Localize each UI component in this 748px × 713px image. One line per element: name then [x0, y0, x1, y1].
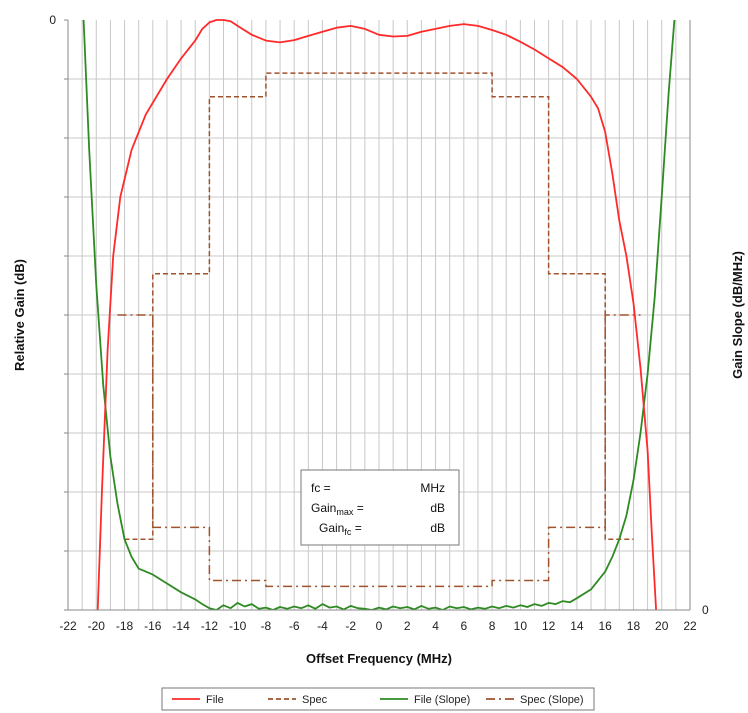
legend-frame [161, 687, 595, 711]
x-tick-label: -22 [59, 619, 77, 633]
info-box: fc = MHz Gainmax = dB Gainfc = dB [300, 469, 460, 546]
x-tick-label: -20 [88, 619, 106, 633]
x-tick-label: -10 [229, 619, 247, 633]
x-tick-label: 0 [376, 619, 383, 633]
series-spec [124, 72, 634, 540]
x-tick-label: 20 [655, 619, 669, 633]
info-label: Gainfc = [319, 521, 362, 537]
y-axis-left-title: Relative Gain (dB) [12, 259, 27, 371]
legend-entry: Spec (Slope) [520, 694, 584, 706]
y-axis-right-title: Gain Slope (dB/MHz) [730, 251, 745, 379]
x-tick-label: 8 [489, 619, 496, 633]
y-left-tick-label: 0 [49, 13, 56, 27]
series-spec-slope [117, 314, 641, 588]
x-tick-label: -14 [172, 619, 190, 633]
x-tick-label: 14 [570, 619, 584, 633]
x-tick-label: 16 [599, 619, 613, 633]
info-label: fc = [311, 481, 331, 495]
series-file-slope [82, 19, 676, 610]
line-spec-slope [117, 314, 641, 588]
legend-entry: Spec [302, 694, 328, 706]
x-tick-label: 4 [432, 619, 439, 633]
x-tick-label: -6 [289, 619, 300, 633]
info-unit: dB [430, 521, 445, 535]
x-tick-label: 6 [460, 619, 467, 633]
line-spec [124, 72, 634, 540]
legend-entry: File (Slope) [414, 694, 470, 706]
series-layer [82, 19, 676, 610]
axes [64, 19, 691, 611]
tick-labels: -22 -20 -18 -16 -14 -12 -10 -8 -6 -4 -2 0 2 4 6 8 10 12 14… [49, 13, 709, 633]
x-tick-label: -12 [201, 619, 219, 633]
info-unit: MHz [420, 481, 445, 495]
x-tick-label: 18 [627, 619, 641, 633]
x-tick-label: 10 [514, 619, 528, 633]
line-file-slope [82, 19, 676, 610]
x-tick-label: -16 [144, 619, 162, 633]
info-box-frame [300, 469, 460, 546]
x-tick-label: 12 [542, 619, 556, 633]
series-file [96, 19, 657, 610]
line-file [96, 19, 657, 610]
x-axis-title: Offset Frequency (MHz) [306, 651, 452, 666]
y-right-tick-label: 0 [702, 603, 709, 617]
x-tick-label: -2 [345, 619, 356, 633]
info-label: Gainmax = [311, 501, 364, 517]
info-unit: dB [430, 501, 445, 515]
legend-entry: File [206, 694, 224, 706]
x-tick-label: -18 [116, 619, 134, 633]
x-tick-label: 22 [683, 619, 697, 633]
x-tick-label: -4 [317, 619, 328, 633]
x-tick-label: 2 [404, 619, 411, 633]
x-tick-label: -8 [261, 619, 272, 633]
legend: File Spec File (Slope) Spec (Slope) [161, 687, 595, 711]
